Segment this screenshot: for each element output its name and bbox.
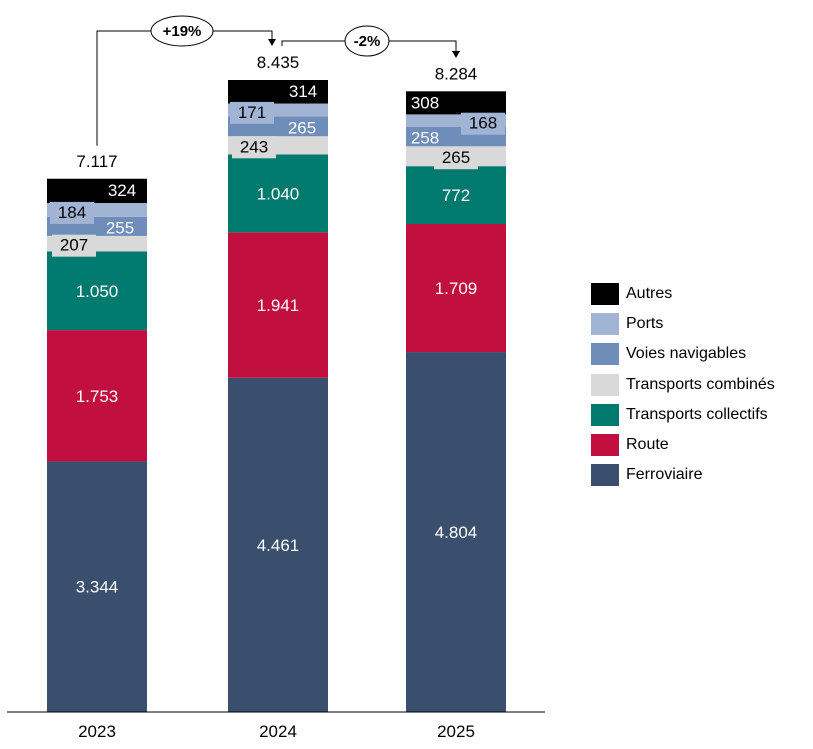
segment-label-background: [232, 136, 276, 159]
bar-segment-route-2023: [47, 330, 147, 462]
segment-label: 255: [106, 218, 134, 237]
category-labels-group: 2023 2024 2025: [78, 722, 475, 741]
bar-segment-transports-collectifs-2023: [47, 251, 147, 331]
segment-label: 3.344: [76, 578, 119, 597]
legend-swatch: [591, 283, 619, 306]
segment-label: 4.804: [435, 523, 478, 542]
segment-label: 1.753: [76, 387, 119, 406]
legend-item: Transports collectifs: [591, 400, 775, 430]
bars-group: [47, 80, 506, 712]
segment-label: 4.461: [257, 536, 300, 555]
bar-segment-autres-2023: [47, 178, 147, 204]
segment-label: 243: [240, 137, 268, 156]
legend-item: Route: [591, 430, 775, 460]
bar-segment-autres-2025: [406, 91, 506, 115]
segment-label: 265: [442, 148, 470, 167]
legend-label: Voies navigables: [626, 345, 747, 363]
legend-label: Ports: [626, 315, 664, 333]
bar-segment-ferroviaire-2025: [406, 352, 506, 712]
legend-label: Transports combinés: [626, 375, 775, 393]
bar-segment-transports-collectifs-2025: [406, 166, 506, 225]
legend-label: Ferroviaire: [626, 466, 703, 484]
legend-swatch: [591, 343, 619, 366]
segment-label: 184: [58, 203, 86, 222]
legend-item: Ports: [591, 309, 775, 339]
total-label: 8.284: [435, 64, 478, 83]
bar-segment-transports-collectifs-2024: [228, 154, 328, 233]
bar-segment-autres-2024: [228, 80, 328, 104]
total-label: 8.435: [257, 53, 300, 72]
growth-label: -2%: [354, 33, 381, 50]
segment-label: 772: [442, 186, 470, 205]
x-tick-label: 2024: [259, 722, 297, 741]
segment-label: 324: [108, 181, 136, 200]
segment-label-background: [50, 201, 94, 224]
segment-label: 1.709: [435, 279, 478, 298]
total-label: 7.117: [76, 152, 117, 171]
bar-segment-ferroviaire-2023: [47, 461, 147, 712]
bar-segment-ferroviaire-2024: [228, 377, 328, 712]
segment-labels-group: 3.344 1.753 1.050 207 255 184 324 4.461 1.941 1.0…: [50, 82, 505, 597]
segment-label: 1.050: [76, 282, 119, 301]
segment-label-background: [52, 234, 96, 257]
legend-label: Route: [626, 436, 669, 454]
bar-segment-route-2025: [406, 224, 506, 353]
segment-label: 258: [411, 129, 439, 148]
segment-label-background: [434, 147, 478, 170]
segment-label: 265: [288, 118, 316, 137]
segment-label: 1.040: [257, 184, 300, 203]
segment-label: 207: [60, 236, 88, 255]
x-tick-label: 2025: [437, 722, 475, 741]
growth-label: +19%: [163, 23, 202, 40]
legend-item: Voies navigables: [591, 339, 775, 369]
legend-item: Transports combinés: [591, 370, 775, 400]
segment-label: 314: [289, 82, 317, 101]
arrow-head-icon: [452, 51, 460, 58]
segment-label-background: [230, 101, 274, 124]
legend-swatch: [591, 403, 619, 426]
total-labels-group: 7.117 8.435 8.284: [76, 53, 477, 171]
legend-label: Autres: [626, 285, 673, 303]
segment-label: 171: [238, 103, 266, 122]
segment-label: 1.941: [257, 296, 300, 315]
arrow-head-icon: [268, 39, 276, 46]
bar-segment-route-2024: [228, 232, 328, 378]
segment-label: 168: [469, 114, 497, 133]
legend-swatch: [591, 434, 619, 457]
segment-label-background: [461, 112, 505, 135]
legend-swatch: [591, 464, 619, 487]
legend-swatch: [591, 313, 619, 336]
growth-badge: [150, 15, 214, 47]
segment-label: 308: [411, 93, 439, 112]
legend-label: Transports collectifs: [626, 405, 768, 423]
growth-annotations-group: +19% -2%: [96, 15, 460, 146]
growth-badge: [344, 25, 390, 57]
legend-item: Ferroviaire: [591, 460, 775, 490]
legend: Autres Ports Voies navigables Transports co…: [591, 279, 775, 490]
legend-item: Autres: [591, 279, 775, 309]
legend-swatch: [591, 373, 619, 396]
x-tick-label: 2023: [78, 722, 116, 741]
